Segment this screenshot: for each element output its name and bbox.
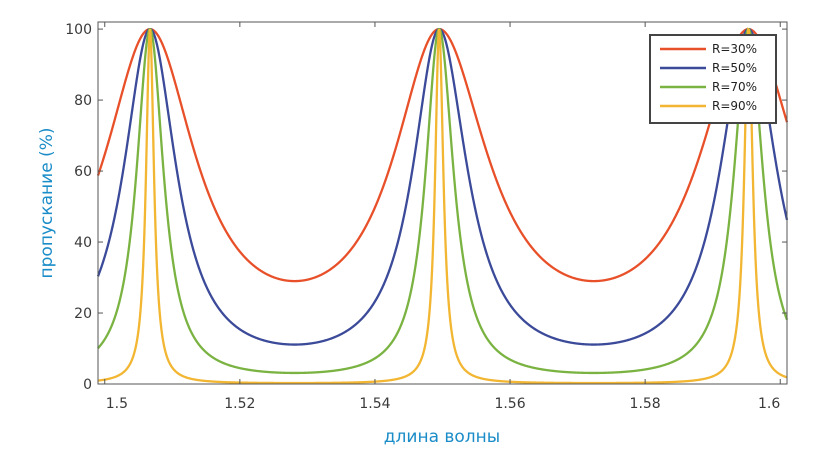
x-axis-title: длина волны (384, 427, 500, 447)
legend-label: R=70% (712, 80, 757, 94)
x-tick-label: 1.52 (224, 396, 255, 412)
series-lines (96, 27, 789, 385)
y-tick-label: 80 (74, 93, 92, 109)
y-tick-label: 20 (74, 306, 92, 322)
y-tick-label: 60 (74, 164, 92, 180)
series-line-1 (96, 27, 789, 283)
x-tick-label: 1.6 (758, 396, 780, 412)
x-tick-label: 1.56 (494, 396, 525, 412)
legend-label: R=30% (712, 42, 757, 56)
legend-label: R=90% (712, 99, 757, 113)
series-line-3 (97, 27, 789, 375)
y-axis-title: пропускание (%) (37, 128, 57, 279)
y-tick-label: 0 (83, 377, 92, 393)
series-line-2 (96, 27, 789, 346)
series-line-4 (97, 27, 788, 385)
y-tick-label: 100 (65, 22, 92, 38)
axis-ticks: 1.5 1.52 1.54 1.56 1.58 1.6 0 20 40 60 80 100 (65, 22, 787, 412)
legend: R=30% R=50% R=70% R=90% (649, 34, 777, 124)
plot-frame (97, 21, 788, 385)
legend-label: R=50% (712, 61, 757, 75)
y-tick-label: 40 (74, 235, 92, 251)
x-tick-label: 1.54 (359, 396, 390, 412)
x-tick-label: 1.5 (106, 396, 128, 412)
x-tick-label: 1.58 (630, 396, 661, 412)
